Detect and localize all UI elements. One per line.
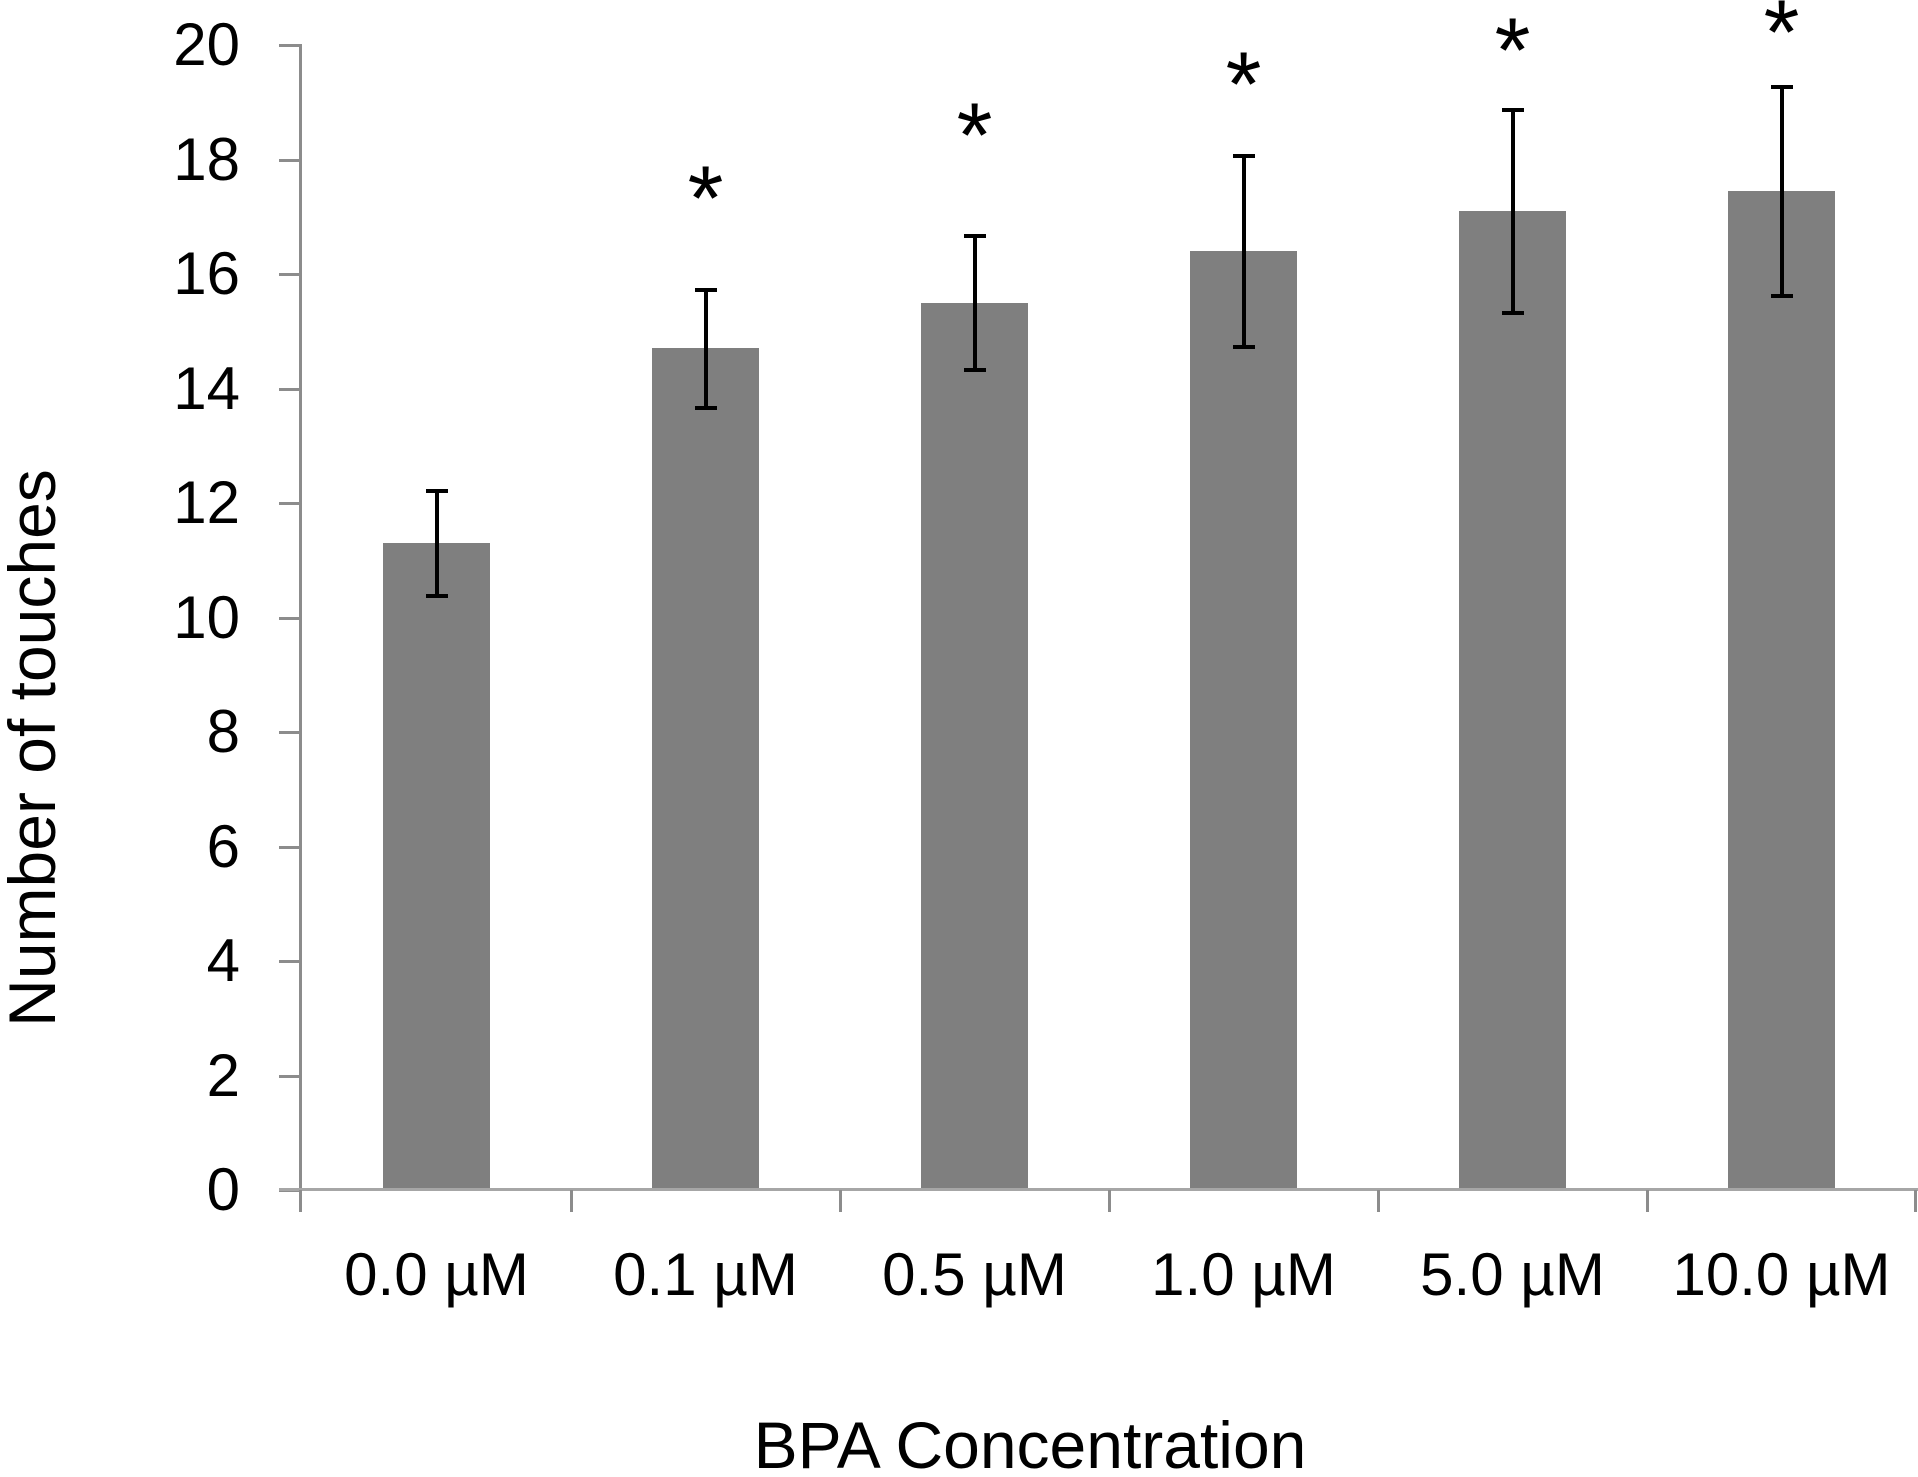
asterisk-glyph: * bbox=[956, 85, 993, 188]
y-tick-mark bbox=[279, 502, 299, 505]
error-bar-cap-top bbox=[963, 233, 986, 238]
y-tick-label: 0 bbox=[206, 1156, 240, 1223]
error-bar-cap-bottom bbox=[694, 405, 717, 410]
y-tick-mark bbox=[279, 960, 299, 963]
y-tick-mark bbox=[279, 1074, 299, 1078]
bar bbox=[921, 302, 1028, 1188]
y-tick-mark bbox=[279, 44, 299, 47]
significance-asterisk: * bbox=[651, 127, 761, 245]
y-axis-line bbox=[299, 44, 302, 1212]
x-tick-mark bbox=[570, 1190, 573, 1212]
y-tick-mark bbox=[279, 616, 299, 620]
x-tick-label: 5.0 µM bbox=[1420, 1241, 1605, 1308]
asterisk-glyph: * bbox=[687, 148, 724, 251]
y-tick-mark bbox=[279, 845, 299, 849]
error-bar-cap-top bbox=[425, 488, 448, 493]
y-tick-mark bbox=[279, 387, 299, 391]
y-tick-label: 6 bbox=[206, 812, 240, 880]
error-bar-cap-top bbox=[1232, 153, 1255, 158]
y-tick-label: 18 bbox=[173, 125, 240, 193]
y-tick-label: 2 bbox=[206, 1041, 240, 1109]
error-bar-cap-top bbox=[1770, 85, 1793, 90]
bar bbox=[652, 348, 759, 1188]
error-bar-cap-top bbox=[1501, 107, 1524, 112]
x-tick-label: 0.5 µM bbox=[882, 1241, 1067, 1308]
bar bbox=[1190, 251, 1297, 1188]
error-bar-line bbox=[1510, 107, 1515, 315]
y-tick-label: 14 bbox=[173, 354, 240, 422]
error-bar-cap-bottom bbox=[425, 594, 448, 599]
y-tick-label: 16 bbox=[173, 240, 240, 307]
x-tick-label: 10.0 µM bbox=[1672, 1241, 1891, 1308]
y-tick-mark bbox=[279, 731, 299, 734]
error-bar-cap-bottom bbox=[1501, 311, 1524, 316]
x-axis-title: BPA Concentration bbox=[753, 1408, 1307, 1477]
y-tick-label: 10 bbox=[173, 583, 240, 651]
x-tick-mark bbox=[1377, 1190, 1380, 1212]
x-tick-mark bbox=[839, 1190, 842, 1212]
significance-asterisk: * bbox=[1189, 13, 1299, 131]
y-tick-label: 20 bbox=[173, 11, 240, 78]
error-bar-line bbox=[972, 233, 977, 372]
y-tick-label: 4 bbox=[206, 927, 240, 994]
y-tick-mark bbox=[279, 273, 299, 276]
significance-asterisk: * bbox=[920, 64, 1030, 182]
asterisk-glyph: * bbox=[1494, 0, 1531, 102]
error-bar-line bbox=[1779, 85, 1784, 297]
x-tick-mark bbox=[1646, 1190, 1649, 1212]
x-tick-label: 0.1 µM bbox=[613, 1241, 798, 1308]
significance-asterisk: * bbox=[1727, 0, 1837, 79]
x-axis-line bbox=[279, 1188, 1918, 1191]
bar bbox=[1459, 211, 1566, 1188]
error-bar-line bbox=[703, 288, 708, 409]
y-tick-mark bbox=[279, 158, 299, 162]
significance-asterisk: * bbox=[1458, 0, 1568, 97]
asterisk-glyph: * bbox=[1763, 0, 1800, 85]
error-bar-cap-bottom bbox=[963, 368, 986, 373]
y-tick-label: 12 bbox=[173, 469, 240, 536]
y-tick-label: 8 bbox=[206, 698, 240, 765]
x-tick-label: 0.0 µM bbox=[344, 1241, 529, 1308]
x-tick-label: 1.0 µM bbox=[1151, 1241, 1336, 1308]
x-tick-mark bbox=[1914, 1190, 1917, 1212]
error-bar-cap-top bbox=[694, 288, 717, 293]
error-bar-cap-bottom bbox=[1232, 345, 1255, 350]
error-bar-line bbox=[1241, 153, 1246, 349]
error-bar-line bbox=[434, 488, 439, 598]
bar bbox=[383, 543, 490, 1188]
x-tick-mark bbox=[299, 1190, 302, 1212]
x-tick-mark bbox=[1108, 1190, 1111, 1212]
error-bar-cap-bottom bbox=[1770, 293, 1793, 298]
asterisk-glyph: * bbox=[1225, 33, 1262, 136]
bar bbox=[1728, 190, 1835, 1188]
